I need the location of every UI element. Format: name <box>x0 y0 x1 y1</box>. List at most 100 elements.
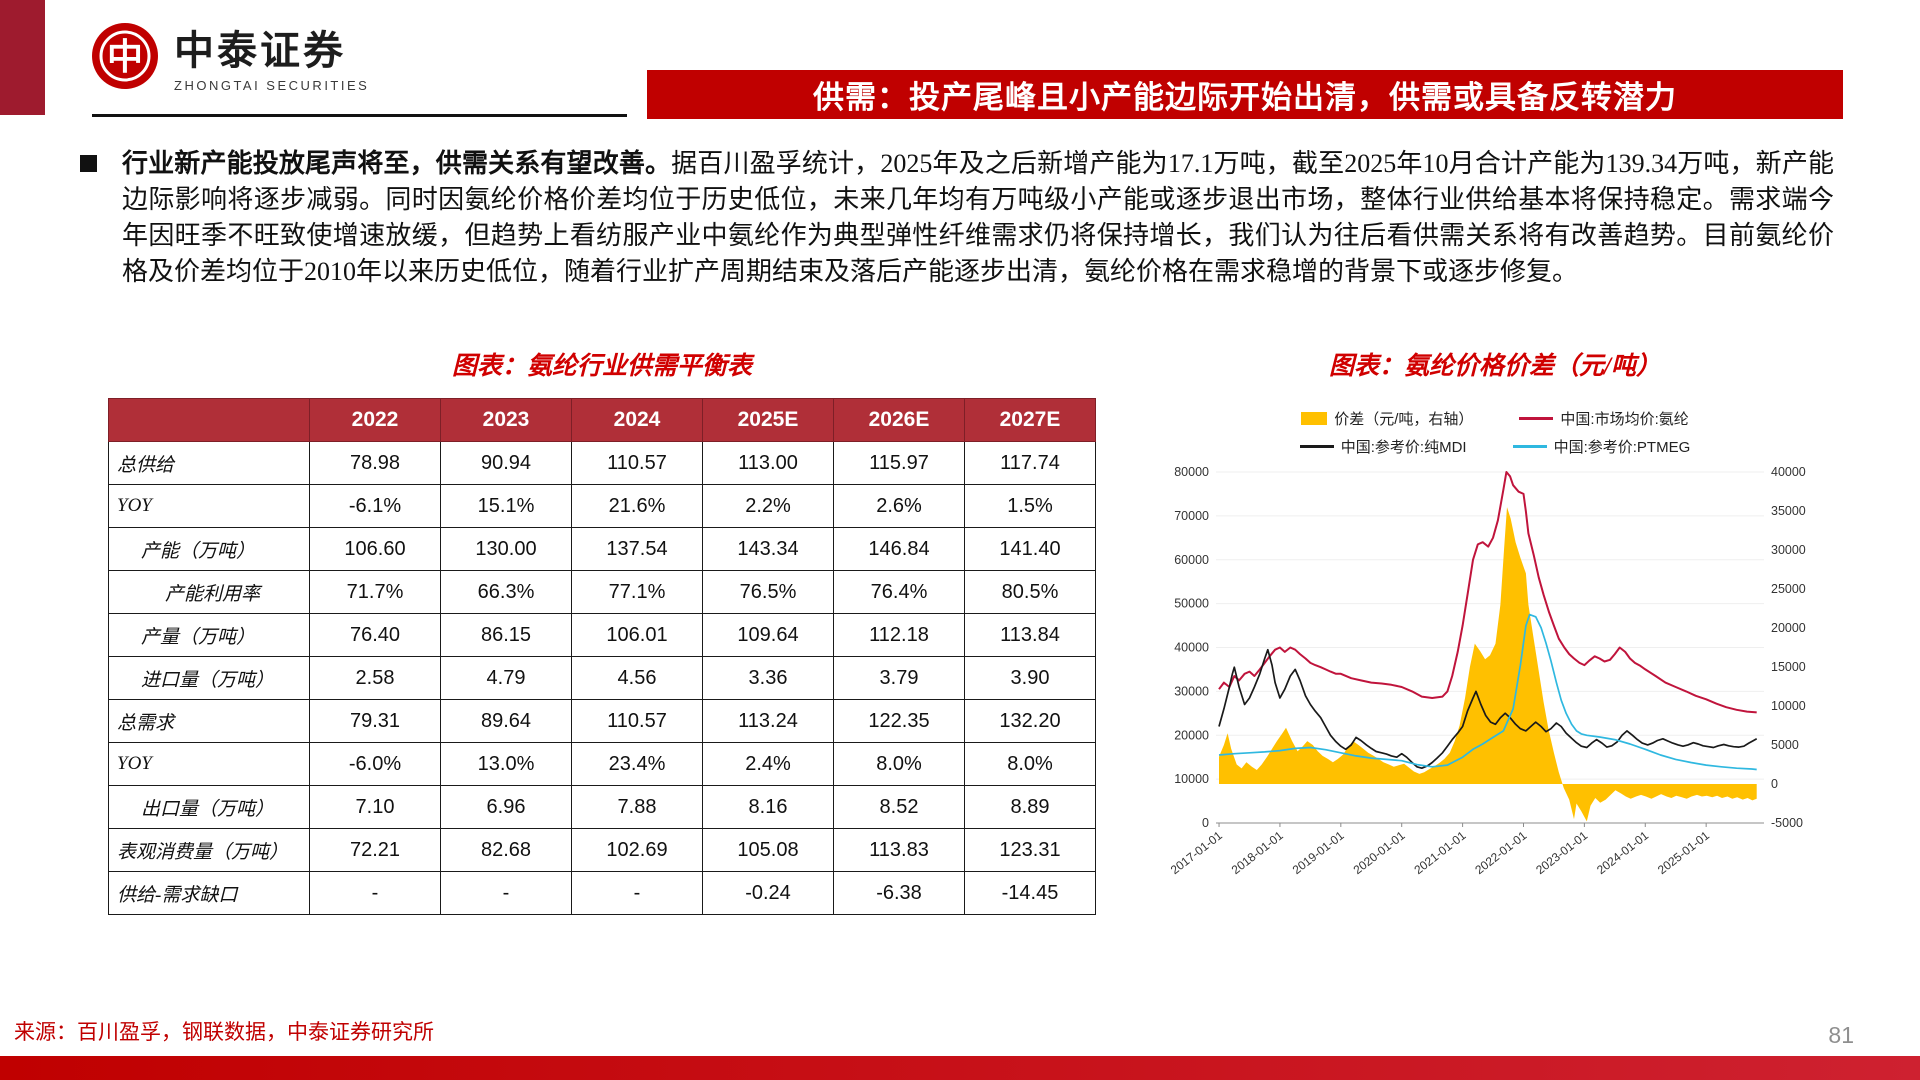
right-axis-label: 40000 <box>1771 465 1806 479</box>
body-text: 行业新产能投放尾声将至，供需关系有望改善。据百川盈孚统计，2025年及之后新增产… <box>122 146 1834 290</box>
svg-text:中: 中 <box>107 36 143 77</box>
legend-label-spread: 价差（元/吨，右轴） <box>1334 411 1474 428</box>
table-cell: 13.0% <box>440 742 572 786</box>
legend-swatch-spread <box>1301 412 1328 425</box>
left-axis-label: 40000 <box>1174 641 1209 655</box>
series-line-2 <box>1218 613 1757 771</box>
legend-label-mdi: 中国:参考价:纯MDI <box>1340 439 1467 456</box>
right-axis-label: -5000 <box>1771 816 1803 830</box>
price-chart-title: 图表：氨纶价格价差（元/吨） <box>1329 353 1661 380</box>
table-cell: 8.52 <box>833 785 965 829</box>
table-cell: 130.00 <box>440 527 572 571</box>
left-axis-label: 60000 <box>1174 553 1209 567</box>
left-axis-label: 50000 <box>1174 597 1209 611</box>
table-cell: 106.60 <box>309 527 441 571</box>
table-row: 表观消费量（万吨） 72.21 82.68 102.69 105.08 113.83 123… <box>108 828 1096 872</box>
legend-row: 价差（元/吨，右轴） 中国:市场均价:氨纶 <box>1150 408 1840 429</box>
table-cell: 3.36 <box>702 656 834 700</box>
logo-name-cn: 中泰证券 <box>174 28 346 73</box>
x-axis-label: 2025-01-01 <box>1655 828 1712 877</box>
table-cell: - <box>440 871 572 915</box>
table-cell: 113.00 <box>702 441 834 485</box>
x-axis-label: 2018-01-01 <box>1229 828 1286 877</box>
table-cell: -6.38 <box>833 871 965 915</box>
table-row: 供给-需求缺口 - - - -0.24 -6.38 -14.45 <box>108 871 1096 915</box>
table-cell: -14.45 <box>964 871 1096 915</box>
table-cell: 132.20 <box>964 699 1096 743</box>
column-header: 2023 <box>440 398 572 442</box>
table-cell: 109.64 <box>702 613 834 657</box>
legend-item-spread: 价差（元/吨，右轴） <box>1301 408 1473 429</box>
table-cell: 113.24 <box>702 699 834 743</box>
price-chart-panel: 价差（元/吨，右轴） 中国:市场均价:氨纶 中国:参考价:纯MDI 中国:参考价… <box>1150 398 1840 914</box>
table-cell: 86.15 <box>440 613 572 657</box>
logo-name-en: ZHONGTAI SECURITIES <box>174 78 370 93</box>
table-cell: 76.5% <box>702 570 834 614</box>
table-cell: 8.0% <box>833 742 965 786</box>
table-cell: 2.58 <box>309 656 441 700</box>
table-cell: 6.96 <box>440 785 572 829</box>
table-cell: 82.68 <box>440 828 572 872</box>
left-axis-label: 70000 <box>1174 509 1209 523</box>
table-cell: - <box>309 871 441 915</box>
row-label: 进口量（万吨） <box>108 656 310 700</box>
table-corner <box>108 398 310 442</box>
table-cell: 102.69 <box>571 828 703 872</box>
table-cell: 8.16 <box>702 785 834 829</box>
table-cell: 2.6% <box>833 484 965 528</box>
table-cell: 8.0% <box>964 742 1096 786</box>
row-label: YOY <box>108 742 310 786</box>
table-row: 总供给 78.98 90.94 110.57 113.00 115.97 117.74 <box>108 441 1096 485</box>
bottom-bar <box>0 1056 1920 1080</box>
table-cell: 23.4% <box>571 742 703 786</box>
series-line-0 <box>1218 471 1757 714</box>
left-axis-label: 80000 <box>1174 465 1209 479</box>
header-rule <box>92 114 627 117</box>
right-axis-label: 25000 <box>1771 582 1806 596</box>
table-cell: 3.90 <box>964 656 1096 700</box>
table-row: 产量（万吨） 76.40 86.15 106.01 109.64 112.18 113.84 <box>108 613 1096 657</box>
row-label: 总供给 <box>108 441 310 485</box>
column-header: 2024 <box>571 398 703 442</box>
table-cell: 78.98 <box>309 441 441 485</box>
company-logo: 中 中泰证券 ZHONGTAI SECURITIES <box>90 18 369 93</box>
legend-item-ptmeg: 中国:参考价:PTMEG <box>1512 436 1690 457</box>
table-cell: 113.84 <box>964 613 1096 657</box>
right-axis-label: 0 <box>1771 777 1778 791</box>
right-axis-label: 15000 <box>1771 660 1806 674</box>
x-axis-label: 2022-01-01 <box>1472 828 1529 877</box>
logo-text: 中泰证券 ZHONGTAI SECURITIES <box>174 18 369 93</box>
table-cell: 90.94 <box>440 441 572 485</box>
table-cell: -6.0% <box>309 742 441 786</box>
table-cell: 72.21 <box>309 828 441 872</box>
row-label: 表观消费量（万吨） <box>108 828 310 872</box>
table-cell: 76.4% <box>833 570 965 614</box>
row-label: 出口量（万吨） <box>108 785 310 829</box>
right-axis-label: 20000 <box>1771 621 1806 635</box>
table-row: YOY -6.0% 13.0% 23.4% 2.4% 8.0% 8.0% <box>108 742 1096 786</box>
x-axis-label: 2019-01-01 <box>1290 828 1347 877</box>
table-cell: 117.74 <box>964 441 1096 485</box>
right-axis-label: 30000 <box>1771 543 1806 557</box>
x-axis-label: 2020-01-01 <box>1351 828 1408 877</box>
table-cell: 76.40 <box>309 613 441 657</box>
table-cell: 123.31 <box>964 828 1096 872</box>
body-lead: 行业新产能投放尾声将至，供需关系有望改善。 <box>122 149 672 178</box>
x-axis-label: 2021-01-01 <box>1411 828 1468 877</box>
row-label: 总需求 <box>108 699 310 743</box>
series-line-1 <box>1218 648 1758 770</box>
table-cell: 1.5% <box>964 484 1096 528</box>
table-cell: 7.88 <box>571 785 703 829</box>
table-cell: 137.54 <box>571 527 703 571</box>
page-number: 81 <box>1828 1022 1854 1048</box>
body-rest: 据百川盈孚统计，2025年及之后新增产能为17.1万吨，截至2025年10月合计… <box>122 149 1834 286</box>
legend-row: 中国:参考价:纯MDI 中国:参考价:PTMEG <box>1150 436 1840 457</box>
x-axis-label: 2023-01-01 <box>1533 828 1590 877</box>
row-label: YOY <box>108 484 310 528</box>
table-cell: -6.1% <box>309 484 441 528</box>
right-axis-label: 5000 <box>1771 738 1799 752</box>
table-cell: 4.79 <box>440 656 572 700</box>
table-cell: 15.1% <box>440 484 572 528</box>
price-chart-svg: 0100002000030000400005000060000700008000… <box>1168 465 1806 877</box>
